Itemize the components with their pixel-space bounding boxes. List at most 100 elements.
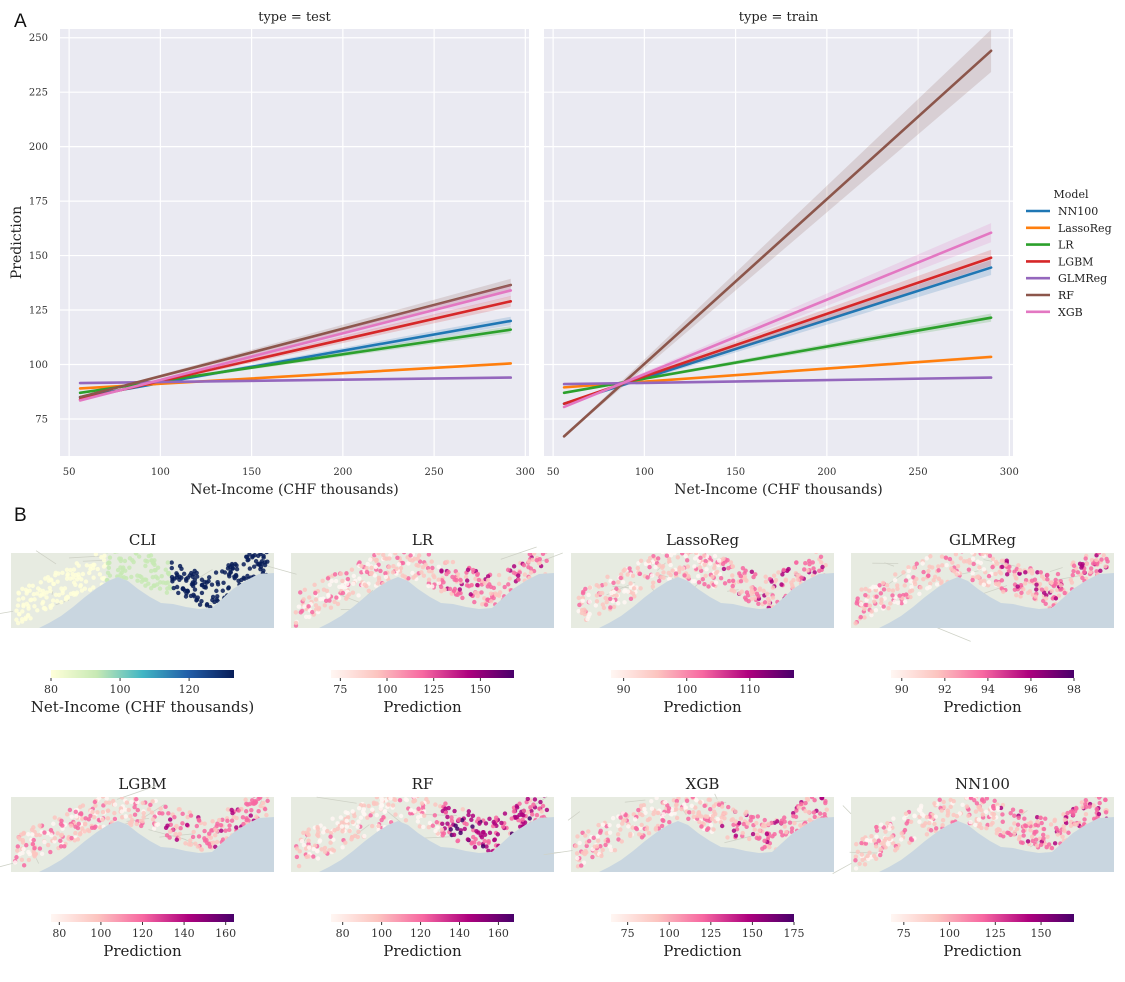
data-dot [981, 812, 985, 816]
data-dot [464, 822, 468, 826]
data-dot [925, 832, 929, 836]
x-tick-label: 100 [151, 467, 170, 478]
data-dot [731, 579, 735, 583]
data-dot [79, 811, 83, 815]
data-dot [107, 566, 111, 570]
data-dot [1013, 830, 1017, 834]
data-dot [792, 821, 796, 825]
data-dot [695, 814, 699, 818]
data-dot [697, 580, 701, 584]
data-dot [16, 844, 20, 848]
data-dot [1066, 831, 1070, 835]
data-dot [444, 572, 448, 576]
data-dot [243, 798, 247, 802]
data-dot [714, 571, 718, 575]
data-dot [902, 583, 906, 587]
data-dot [402, 788, 406, 792]
data-dot [484, 821, 488, 825]
data-dot [46, 843, 50, 847]
data-dot [771, 585, 775, 589]
data-dot [440, 822, 444, 826]
data-dot [136, 808, 140, 812]
data-dot [919, 806, 923, 810]
data-dot [168, 829, 172, 833]
data-dot [60, 591, 64, 595]
data-dot [196, 844, 200, 848]
data-dot [934, 826, 938, 830]
data-dot [313, 591, 317, 595]
colorbar-tick-label: 100 [939, 927, 960, 940]
data-dot [698, 556, 702, 560]
data-dot [1095, 562, 1099, 566]
data-dot [601, 602, 605, 606]
data-dot [656, 556, 660, 560]
data-dot [332, 600, 336, 604]
data-dot [264, 813, 268, 817]
data-dot [782, 568, 786, 572]
data-dot [650, 573, 654, 577]
data-dot [416, 563, 420, 567]
data-dot [42, 840, 46, 844]
data-dot [721, 557, 725, 561]
data-dot [528, 816, 532, 820]
data-dot [1076, 570, 1080, 574]
data-dot [435, 820, 439, 824]
basemap-road [938, 628, 971, 642]
data-dot [205, 602, 209, 606]
colorbar-tick-label: 120 [132, 927, 153, 940]
data-dot [633, 817, 637, 821]
data-dot [15, 848, 19, 852]
data-dot [508, 576, 512, 580]
data-dot [636, 566, 640, 570]
data-dot [181, 587, 185, 591]
data-dot [649, 799, 653, 803]
data-dot [334, 579, 338, 583]
data-dot [765, 832, 769, 836]
data-dot [949, 805, 953, 809]
data-dot [207, 831, 211, 835]
data-dot [515, 805, 519, 809]
colorbar-label: Net-Income (CHF thousands) [31, 698, 254, 716]
data-dot [369, 565, 373, 569]
data-dot [316, 856, 320, 860]
data-dot [803, 809, 807, 813]
data-dot [191, 593, 195, 597]
data-dot [304, 830, 308, 834]
data-dot [893, 578, 897, 582]
data-dot [921, 577, 925, 581]
data-dot [862, 607, 866, 611]
colorbar-gradient [611, 914, 794, 922]
data-dot [472, 840, 476, 844]
data-dot [772, 573, 776, 577]
data-dot [101, 794, 105, 798]
data-dot [746, 821, 750, 825]
data-dot [616, 580, 620, 584]
data-dot [210, 819, 214, 823]
data-dot [1034, 594, 1038, 598]
data-dot [475, 583, 479, 587]
data-dot [343, 841, 347, 845]
data-dot [234, 563, 238, 567]
data-dot [143, 577, 147, 581]
data-dot [298, 849, 302, 853]
data-dot [893, 572, 897, 576]
data-dot [127, 565, 131, 569]
data-dot [577, 603, 581, 607]
data-dot [21, 596, 25, 600]
data-dot [692, 579, 696, 583]
data-dot [32, 604, 36, 608]
data-dot [69, 823, 73, 827]
data-dot [157, 811, 161, 815]
data-dot [375, 813, 379, 817]
data-dot [141, 815, 145, 819]
data-dot [424, 797, 428, 801]
data-dot [645, 575, 649, 579]
data-dot [651, 812, 655, 816]
data-dot [106, 816, 110, 820]
data-dot [406, 791, 410, 795]
map-title: NN100 [955, 775, 1010, 793]
data-dot [626, 589, 630, 593]
data-dot [74, 592, 78, 596]
data-dot [1097, 812, 1101, 816]
data-dot [1105, 546, 1109, 550]
